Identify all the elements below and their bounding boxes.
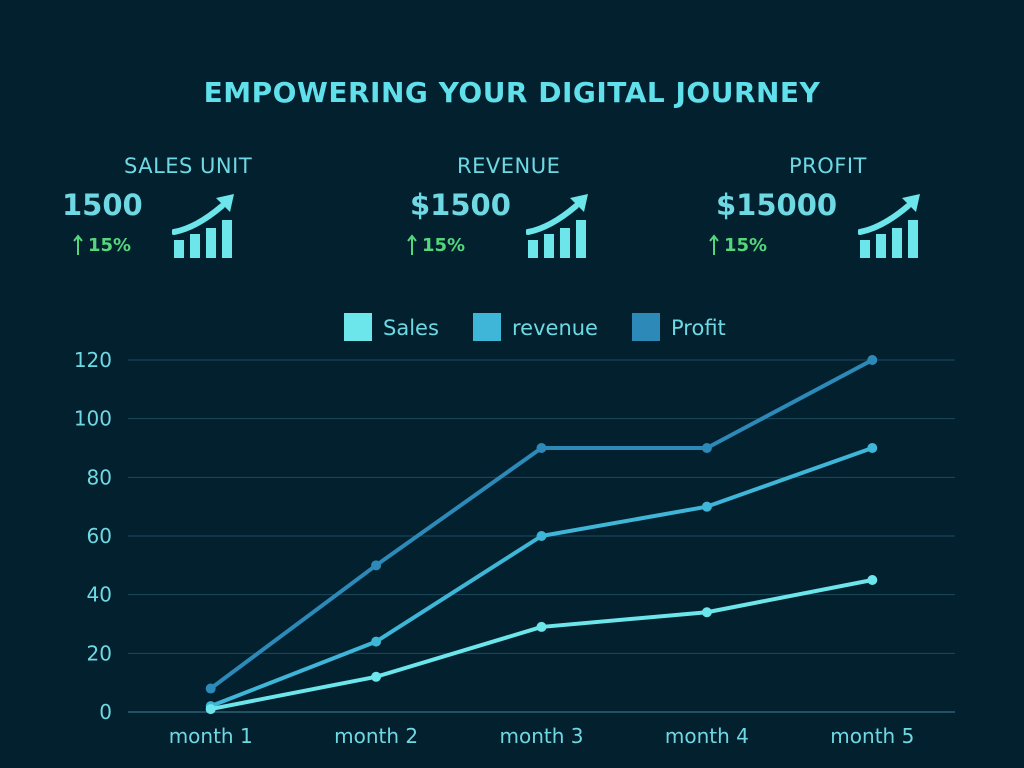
data-point-sales bbox=[867, 575, 878, 585]
kpi-value: $15000 bbox=[716, 188, 838, 222]
data-point-revenue bbox=[536, 531, 547, 541]
x-tick-label: month 1 bbox=[169, 724, 253, 748]
kpi-change-value: 15% bbox=[422, 234, 466, 256]
page-title: EMPOWERING YOUR DIGITAL JOURNEY bbox=[203, 76, 821, 109]
data-point-revenue bbox=[371, 636, 382, 647]
data-point-profit bbox=[867, 355, 878, 365]
kpi-change: 15% bbox=[72, 234, 131, 256]
legend-swatch bbox=[473, 313, 501, 341]
y-tick-label: 100 bbox=[74, 407, 112, 431]
up-arrow-icon bbox=[73, 234, 83, 255]
kpi-profit: PROFIT $15000 15% bbox=[709, 150, 976, 270]
up-arrow-icon bbox=[709, 234, 719, 255]
data-point-profit bbox=[536, 443, 547, 453]
y-tick-label: 120 bbox=[74, 348, 112, 372]
kpi-revenue: REVENUE $1500 15% bbox=[407, 150, 670, 270]
legend-label: revenue bbox=[512, 316, 598, 340]
data-point-sales bbox=[536, 621, 547, 632]
kpi-label: SALES UNIT bbox=[124, 154, 253, 178]
series-line-sales bbox=[210, 578, 873, 712]
data-point-sales bbox=[205, 704, 216, 715]
x-tick-label: month 4 bbox=[665, 724, 749, 748]
kpi-change-value: 15% bbox=[88, 234, 132, 256]
kpi-label: REVENUE bbox=[457, 154, 561, 178]
data-point-sales bbox=[701, 607, 712, 618]
y-tick-label: 80 bbox=[87, 465, 112, 489]
legend-swatch bbox=[632, 313, 660, 341]
data-point-profit bbox=[701, 443, 712, 453]
kpi-change: 15% bbox=[708, 234, 767, 256]
line-chart: 0 20 40 60 80 100 120 month 1 month 2 month 3 mont… bbox=[74, 313, 955, 748]
x-tick-label: month 3 bbox=[500, 724, 584, 748]
up-arrow-icon bbox=[407, 234, 417, 255]
kpi-value: 1500 bbox=[62, 188, 143, 222]
series-line-profit bbox=[209, 358, 874, 691]
data-point-revenue bbox=[867, 443, 878, 453]
legend-label: Profit bbox=[671, 316, 726, 340]
y-tick-label: 0 bbox=[99, 700, 112, 724]
series-line-revenue bbox=[209, 446, 873, 708]
kpi-sales-unit: SALES UNIT 1500 15% bbox=[60, 150, 320, 270]
kpi-label: PROFIT bbox=[789, 154, 867, 178]
y-tick-label: 20 bbox=[87, 641, 112, 665]
data-point-profit bbox=[205, 683, 216, 694]
legend-label: Sales bbox=[383, 316, 439, 340]
growth-chart-icon bbox=[526, 194, 588, 258]
growth-chart-icon bbox=[172, 194, 234, 258]
x-tick-label: month 2 bbox=[334, 724, 418, 748]
growth-chart-icon bbox=[858, 194, 920, 258]
kpi-change-value: 15% bbox=[724, 234, 768, 256]
x-tick-label: month 5 bbox=[830, 724, 914, 748]
legend-swatch bbox=[344, 313, 372, 341]
data-point-sales bbox=[371, 671, 382, 682]
kpi-value: $1500 bbox=[410, 188, 511, 222]
kpi-change: 15% bbox=[406, 234, 465, 256]
y-tick-label: 40 bbox=[87, 583, 112, 607]
y-tick-label: 60 bbox=[87, 524, 112, 548]
data-point-revenue bbox=[701, 501, 712, 512]
data-point-profit bbox=[371, 560, 382, 571]
